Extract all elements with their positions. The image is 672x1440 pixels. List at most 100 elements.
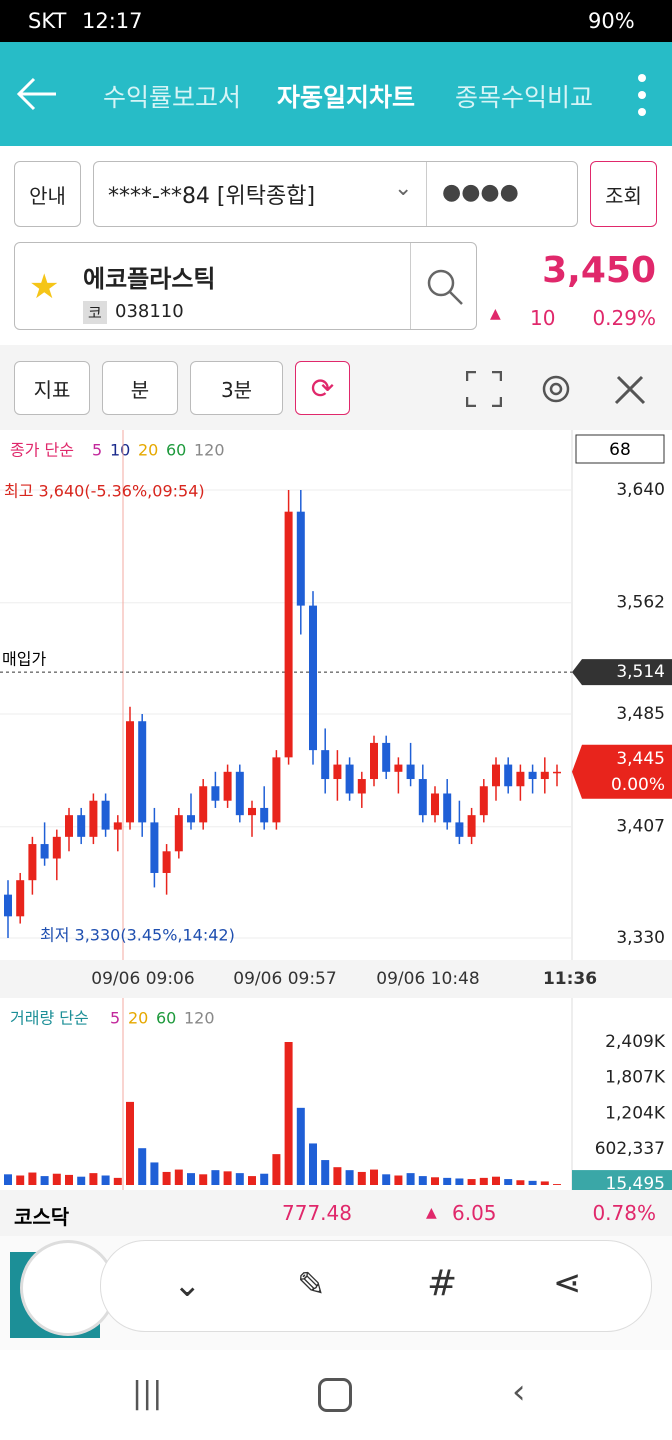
candle-body	[113, 822, 122, 830]
fullscreen-button[interactable]	[466, 371, 502, 407]
candle-body	[52, 836, 61, 859]
candle-body	[162, 851, 171, 873]
volume-bar	[528, 1180, 537, 1185]
tab-active[interactable]: 자동일지차트	[277, 83, 416, 112]
capture-toolbar: ⌄ ✎ # ⋖	[0, 1236, 672, 1350]
legend-period: 60	[166, 441, 186, 460]
volume-bar	[492, 1176, 500, 1185]
indicator-button[interactable]: 지표	[14, 361, 90, 415]
chart: 종가 단순 5 10 20 60 120 68 3,640 3,562 3,485 3,407 3,3…	[0, 430, 672, 1190]
scroll-capture[interactable]: ⌄	[173, 1265, 202, 1305]
volume-bar	[40, 1176, 49, 1185]
tab[interactable]: 종목수익비교	[455, 83, 594, 112]
candle-body	[187, 815, 195, 823]
volume-bar	[467, 1179, 476, 1185]
candle-body	[4, 894, 12, 917]
x-axis-band	[0, 960, 672, 998]
volume-bar	[309, 1143, 317, 1185]
interval-select[interactable]: 3분	[190, 361, 283, 415]
candle-body	[540, 771, 549, 780]
candle-body	[406, 764, 415, 780]
account-select[interactable]: ****-**84 [위탁종합] ⌄ ●●●●	[93, 161, 578, 227]
candle-body	[492, 764, 500, 787]
header: 수익률보고서 자동일지차트 종목수익비교	[0, 42, 672, 146]
legend-period: 10	[110, 441, 130, 460]
candle-body	[260, 807, 269, 823]
favorite-star[interactable]: ★	[29, 267, 60, 307]
up-arrow: ▲	[490, 306, 501, 322]
legend-period: 120	[184, 1009, 215, 1028]
tag-button[interactable]: #	[427, 1263, 458, 1304]
candle-body	[40, 844, 49, 859]
password: ●●●●	[442, 180, 519, 205]
volume-bar	[4, 1174, 12, 1185]
candle-body	[174, 815, 183, 852]
price-change: 10	[530, 306, 556, 330]
candle-body	[77, 815, 86, 837]
candle-body	[223, 771, 232, 801]
candle-body	[16, 880, 25, 917]
tools-button[interactable]	[612, 371, 648, 407]
candle-body	[455, 822, 464, 837]
volume-bar	[284, 1042, 293, 1185]
back-nav[interactable]: ‹	[512, 1372, 526, 1412]
y-tick-label: 3,562	[616, 593, 665, 613]
back-button[interactable]	[16, 76, 58, 112]
search-button[interactable]	[425, 267, 465, 307]
legend-period: 5	[110, 1009, 120, 1028]
candle-body	[443, 793, 452, 823]
current-tag	[572, 744, 672, 799]
volume-bar	[52, 1173, 61, 1185]
unit-button[interactable]: 분	[102, 361, 178, 415]
account-number: ****-**84 [위탁종합]	[108, 184, 316, 209]
volume-bar	[248, 1176, 256, 1185]
candle-body	[150, 822, 159, 873]
volume-bar	[260, 1173, 269, 1185]
menu-button[interactable]	[636, 72, 648, 118]
volume-bar	[65, 1174, 73, 1185]
volume-bar	[455, 1178, 464, 1185]
refresh-button[interactable]: ⟳	[295, 361, 350, 415]
market-index: 777.48	[282, 1201, 352, 1225]
volume-bar	[406, 1173, 415, 1185]
status-bar: SKT 12:17 90%	[0, 0, 672, 42]
toolbar: 지표 분 3분 ⟳	[0, 345, 672, 430]
volume-bar	[113, 1177, 122, 1185]
candle-body	[138, 721, 147, 823]
candle-body	[199, 786, 208, 823]
current-price: 3,450	[542, 250, 656, 291]
recent-apps[interactable]: |||	[132, 1376, 163, 1411]
settings-button[interactable]	[538, 371, 574, 407]
volume-bar	[516, 1180, 525, 1185]
volume-bar	[345, 1170, 354, 1185]
carrier: SKT	[28, 9, 67, 33]
tab[interactable]: 수익률보고서	[103, 83, 242, 112]
last-volume-box	[572, 1170, 672, 1190]
candle-body	[479, 786, 488, 816]
volume-bar	[431, 1177, 439, 1185]
volume-bar	[553, 1184, 561, 1185]
volume-bar	[211, 1170, 220, 1185]
market-badge: 코	[83, 301, 107, 324]
query-button[interactable]: 조회	[590, 161, 657, 227]
x-tick-label: 09/06 10:48	[376, 969, 479, 989]
share-button[interactable]: ⋖	[553, 1263, 582, 1303]
candle-body	[28, 844, 37, 881]
draw-button[interactable]: ✎	[297, 1265, 326, 1305]
candle-body	[101, 800, 110, 830]
volume-bar	[101, 1175, 110, 1185]
guide-button[interactable]: 안내	[14, 161, 81, 227]
volume-bar	[333, 1167, 342, 1185]
volume-bar	[89, 1173, 98, 1185]
candle-body	[89, 800, 98, 837]
candle-body	[504, 764, 513, 787]
stock-name: 에코플라스틱	[83, 265, 216, 293]
volume-bar	[77, 1176, 86, 1185]
candle-body	[382, 742, 391, 772]
market-name: 코스닥	[14, 1205, 70, 1229]
candle-body	[126, 721, 134, 823]
legend-period: 20	[128, 1009, 148, 1028]
stock-select[interactable]: ★ 에코플라스틱 코 038110	[14, 242, 477, 330]
home-button[interactable]	[318, 1378, 352, 1412]
y-tick-label: 1,807K	[605, 1068, 666, 1088]
